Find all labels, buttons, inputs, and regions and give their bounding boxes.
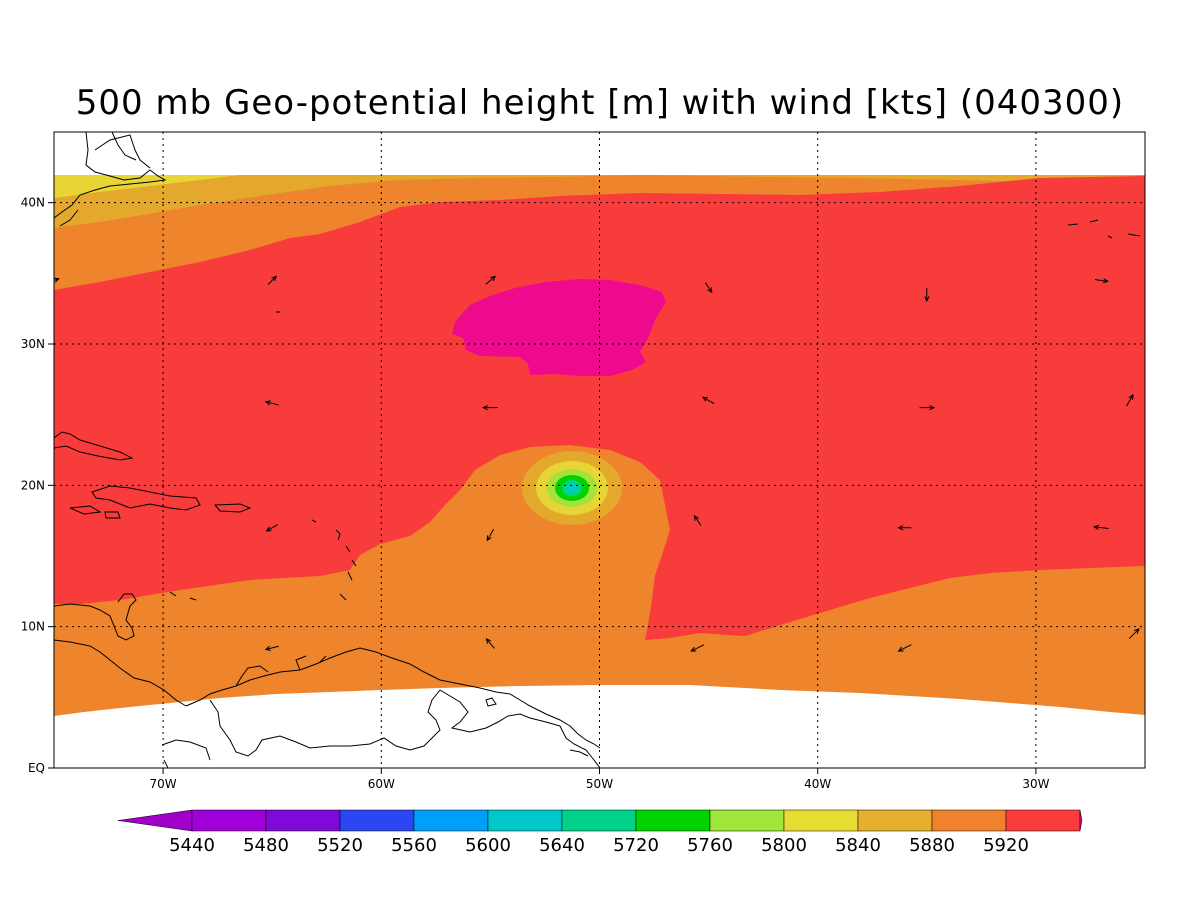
wind-arrow [1128,628,1140,639]
band-5800 [54,175,240,198]
colorbar-label: 5560 [391,835,437,856]
colorbar-label: 5840 [835,835,881,856]
wind-arrow [1126,393,1134,407]
wind-arrow [924,288,930,303]
wind-arrow [690,644,705,652]
wind-arrow [482,404,498,411]
colorbar-swatch [339,809,415,832]
colorbar-swatch [931,809,1007,832]
wind-arrow [54,277,60,283]
colorbar-label: 5800 [761,835,807,856]
cyclone-rings [522,451,622,525]
band-high [452,279,666,376]
colorbar: 5440 5480 5520 5560 5600 5640 5720 5760 5800 5840… [117,809,1083,856]
wind-arrow [897,525,912,531]
band-5880-north [54,175,1145,290]
colorbar-swatch [783,809,859,832]
colorbar-swatch [265,809,341,832]
y-tick-label: 20N [21,478,45,492]
wind-arrow [486,528,495,542]
colorbar-label: 5600 [465,835,511,856]
coastlines [54,132,1141,768]
ring-5600 [567,484,577,492]
graticule [54,132,1145,768]
wind-arrow [702,396,715,405]
x-tick-label: 60W [368,777,395,791]
colorbar-swatch [1005,809,1081,832]
colorbar-swatch [561,809,637,832]
wind-arrow [693,514,702,526]
wind-vectors [54,275,1140,652]
colorbar-swatch [191,809,267,832]
wind-arrow [1093,524,1109,531]
wind-arrow [267,275,278,285]
colorbar-swatch [635,809,711,832]
chart-title: 500 mb Geo-potential height [m] with win… [76,83,1124,123]
x-tick-label: 40W [804,777,831,791]
colorbar-label: 5880 [909,835,955,856]
colorbar-label: 5520 [317,835,363,856]
colorbar-label: 5640 [539,835,585,856]
wind-arrow [264,400,279,406]
wind-arrow [919,404,936,411]
wind-arrow [485,275,497,285]
colorbar-right-arrow [1079,809,1083,832]
colorbar-label: 5920 [983,835,1029,856]
wind-arrow [265,524,279,532]
colorbar-swatch [709,809,785,832]
colorbar-label: 5760 [687,835,733,856]
colorbar-label: 5720 [613,835,659,856]
colorbar-swatch [487,809,563,832]
wind-arrow [704,282,713,294]
x-tick-label: 50W [586,777,613,791]
x-axis-ticks: 70W 60W 50W 40W 30W [150,768,1050,791]
colorbar-left-arrow [117,809,193,832]
y-tick-label: 40N [21,196,45,210]
colorbar-label: 5480 [243,835,289,856]
y-axis-ticks: EQ 10N 20N 30N 40N [21,196,54,775]
y-tick-label: 10N [21,620,45,634]
colorbar-swatch [857,809,933,832]
colorbar-swatch [413,809,489,832]
wind-arrow [264,645,279,651]
colorbar-label: 5440 [169,835,215,856]
wind-arrow [897,644,912,652]
y-tick-label: EQ [28,761,45,775]
wind-arrow [485,637,495,649]
wind-arrow [1094,278,1109,284]
shaded-fields [54,132,1145,768]
y-tick-label: 30N [21,337,45,351]
x-tick-label: 70W [150,777,177,791]
x-tick-label: 30W [1022,777,1049,791]
